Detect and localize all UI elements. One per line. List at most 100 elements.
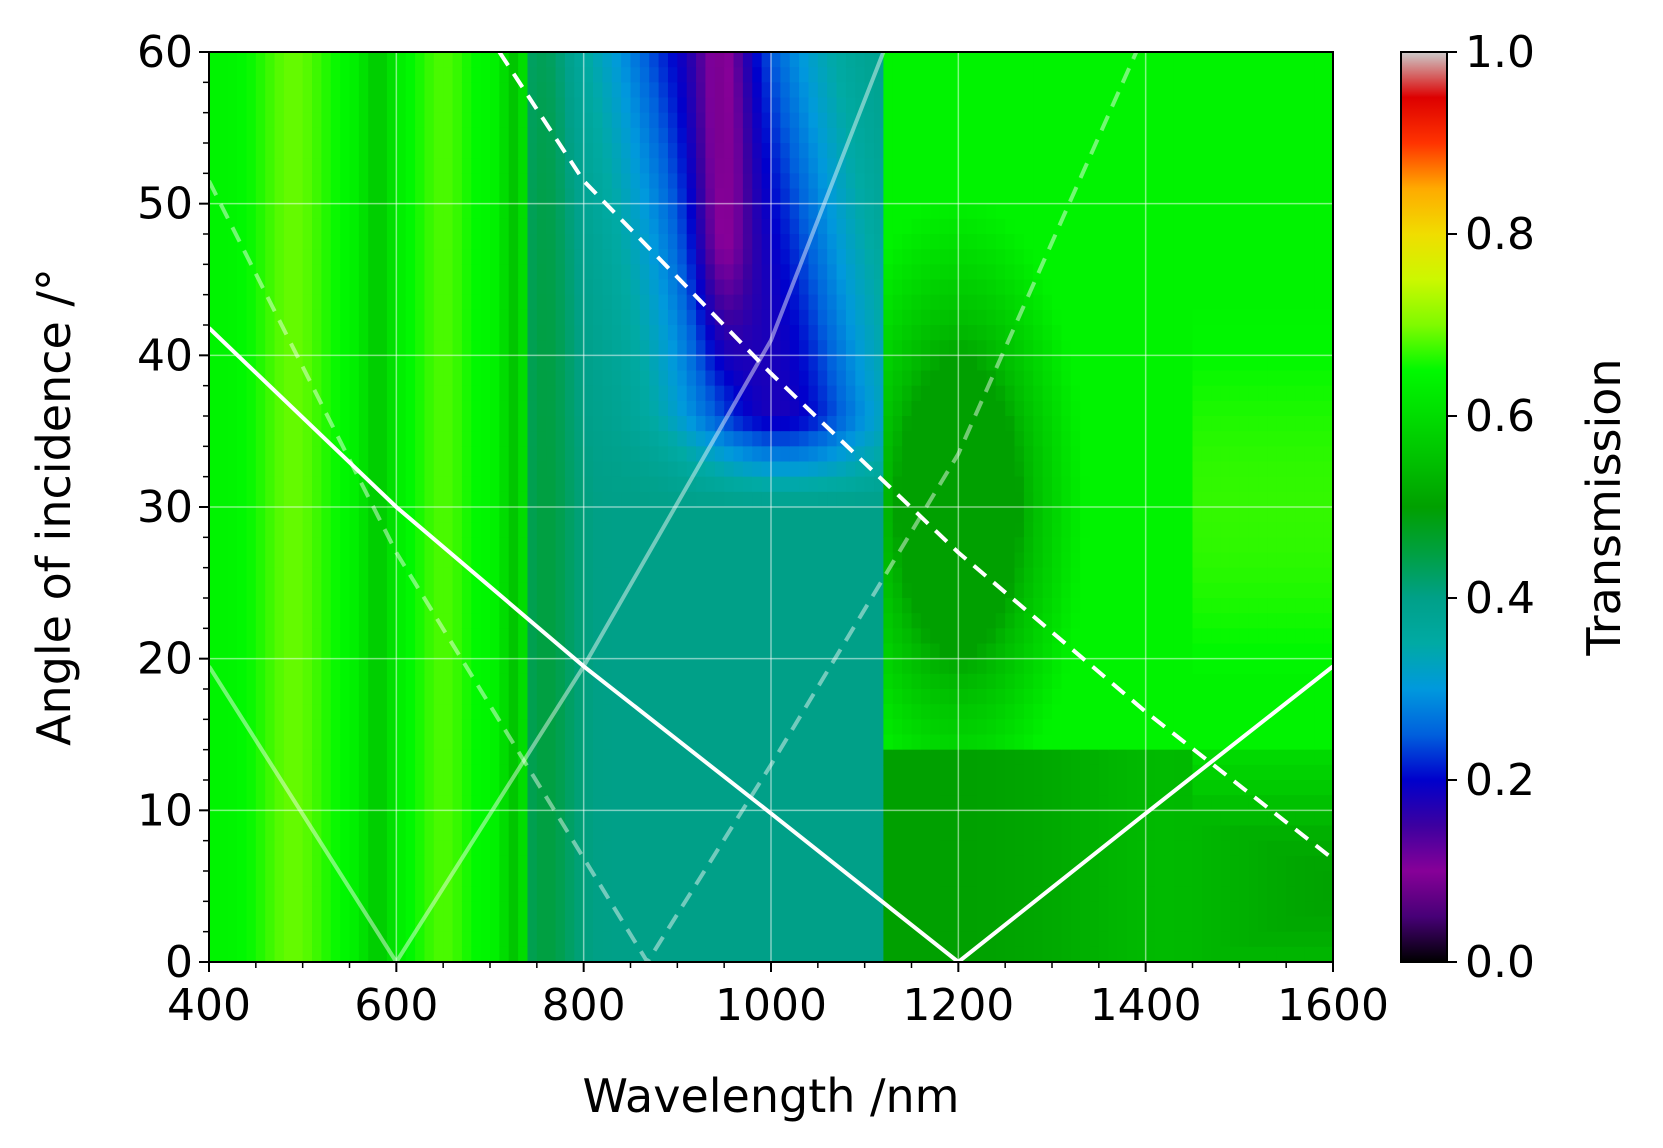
heatmap-cell [461, 127, 472, 144]
heatmap-cell [845, 855, 856, 872]
heatmap-cell [293, 82, 304, 99]
heatmap-cell [892, 476, 903, 493]
heatmap-cell [789, 143, 800, 159]
heatmap-cell [967, 628, 978, 645]
heatmap-cell [864, 537, 875, 554]
heatmap-cell [480, 127, 491, 144]
heatmap-cell [246, 780, 257, 796]
heatmap-cell [799, 188, 810, 205]
heatmap-cell [817, 567, 828, 584]
heatmap-cell [948, 370, 959, 387]
heatmap-cell [799, 673, 810, 690]
heatmap-cell [293, 689, 304, 705]
heatmap-cell [930, 491, 941, 508]
heatmap-cell [658, 264, 669, 281]
heatmap-cell [415, 173, 426, 190]
heatmap-cell [433, 931, 444, 948]
heatmap-cell [883, 264, 894, 281]
heatmap-cell [405, 325, 416, 341]
heatmap-cell [667, 67, 678, 83]
heatmap-cell [705, 112, 716, 129]
heatmap-cell [593, 749, 603, 766]
heatmap-cell [574, 400, 585, 417]
heatmap-cell [977, 689, 988, 705]
heatmap-cell [930, 749, 941, 766]
heatmap-cell [415, 704, 426, 720]
heatmap-cell [836, 704, 847, 720]
heatmap-cell [621, 871, 632, 887]
heatmap-cell [667, 810, 678, 827]
heatmap-cell [714, 97, 725, 114]
heatmap-cell [255, 613, 266, 629]
heatmap-cell [817, 112, 828, 129]
heatmap-cell [396, 613, 407, 629]
heatmap-cell [714, 704, 725, 720]
heatmap-cell [696, 734, 707, 751]
heatmap-cell [733, 931, 744, 948]
heatmap-cell [564, 82, 575, 99]
heatmap-cell [312, 491, 322, 508]
heatmap-cell [274, 658, 285, 675]
heatmap-cell [574, 461, 585, 478]
heatmap-cell [218, 582, 229, 599]
heatmap-cell [630, 127, 641, 144]
heatmap-cell [237, 461, 248, 478]
heatmap-cell [274, 218, 285, 235]
heatmap-cell [349, 643, 360, 660]
heatmap-cell [237, 309, 248, 326]
heatmap-cell [424, 522, 435, 538]
heatmap-cell [752, 946, 763, 962]
heatmap-cell [396, 446, 407, 463]
heatmap-cell [958, 355, 969, 372]
heatmap-cell [302, 931, 313, 948]
heatmap-cell [780, 749, 791, 766]
heatmap-cell [630, 810, 641, 827]
heatmap-cell [312, 476, 322, 493]
heatmap-cell [527, 127, 538, 144]
heatmap-cell [358, 218, 369, 235]
heatmap-cell [415, 734, 426, 751]
heatmap-cell [780, 82, 791, 99]
heatmap-cell [415, 112, 426, 129]
heatmap-cell [593, 871, 603, 887]
heatmap-cell [405, 234, 416, 250]
heatmap-cell [265, 901, 276, 918]
heatmap-cell [480, 901, 491, 918]
heatmap-cell [302, 279, 313, 296]
heatmap-cell [527, 158, 538, 174]
heatmap-cell [274, 704, 285, 720]
heatmap-cell [574, 158, 585, 174]
heatmap-cell [358, 385, 369, 402]
heatmap-cell [396, 689, 407, 705]
heatmap-cell [358, 446, 369, 463]
heatmap-cell [218, 158, 229, 174]
heatmap-cell [386, 476, 397, 493]
heatmap-cell [471, 537, 482, 554]
heatmap-cell [948, 476, 959, 493]
heatmap-cell [555, 719, 566, 736]
heatmap-cell [246, 82, 257, 99]
heatmap-cell [461, 249, 472, 265]
heatmap-cell [724, 931, 735, 948]
heatmap-cell [780, 552, 791, 569]
heatmap-cell [667, 840, 678, 857]
heatmap-cell [546, 431, 557, 447]
heatmap-cell [902, 355, 913, 372]
heatmap-cell [977, 795, 988, 811]
heatmap-cell [724, 158, 735, 174]
heatmap-cell [424, 446, 435, 463]
heatmap-cell [564, 522, 575, 538]
heatmap-cell [977, 127, 988, 144]
heatmap-cell [948, 749, 959, 766]
heatmap-cell [274, 901, 285, 918]
heatmap-cell [255, 325, 266, 341]
heatmap-cell [986, 264, 997, 281]
heatmap-cell [752, 598, 763, 614]
heatmap-cell [958, 370, 969, 387]
heatmap-cell [752, 673, 763, 690]
heatmap-cell [639, 582, 650, 599]
heatmap-cell [293, 249, 304, 265]
heatmap-cell [312, 840, 322, 857]
heatmap-cell [780, 689, 791, 705]
heatmap-cell [902, 855, 913, 872]
